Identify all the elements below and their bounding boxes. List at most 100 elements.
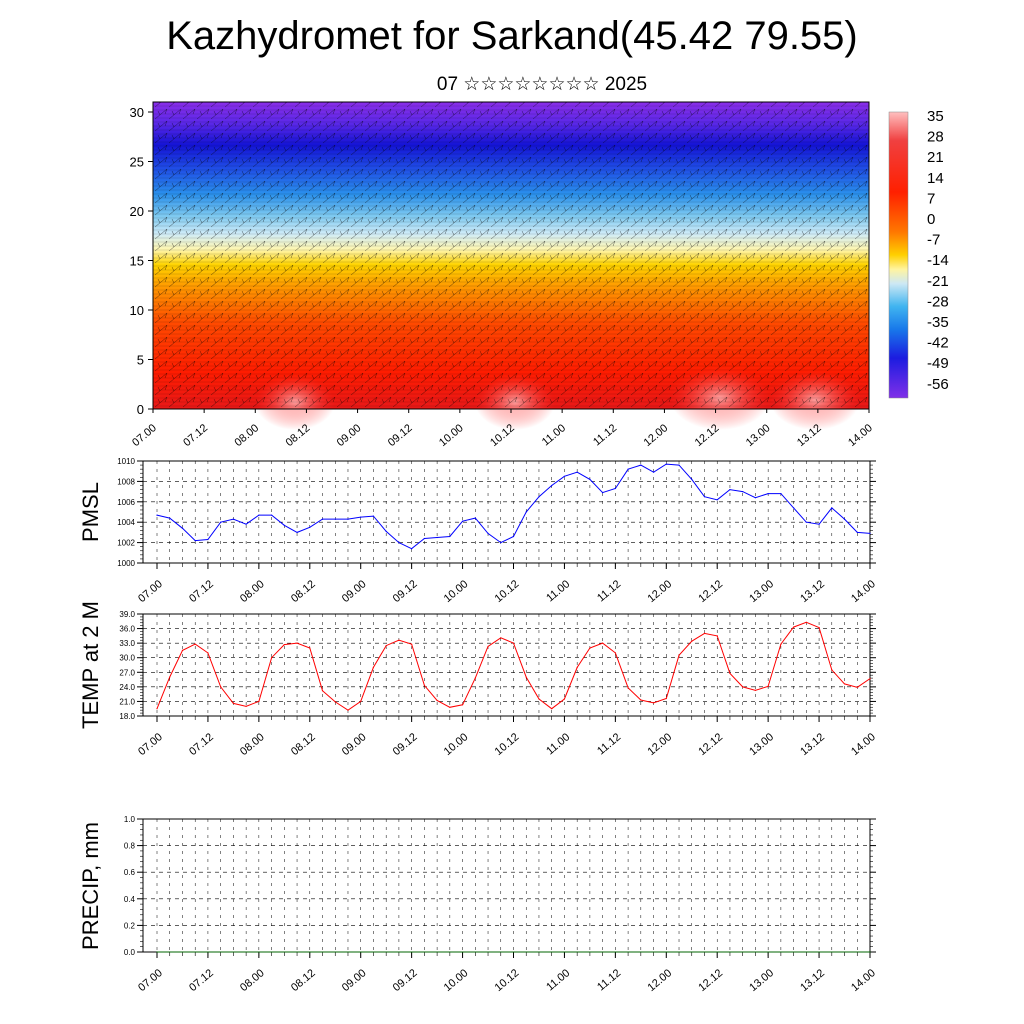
- x-tick-label: 07.00: [136, 731, 165, 758]
- data-point: [232, 518, 234, 520]
- x-tick-label: 14.00: [846, 422, 875, 449]
- x-tick-label: 09.00: [340, 731, 369, 758]
- data-point: [512, 535, 515, 538]
- data-point: [614, 487, 617, 490]
- data-point: [398, 542, 400, 544]
- data-point: [321, 518, 324, 520]
- data-point: [602, 492, 604, 494]
- data-point: [793, 626, 795, 628]
- temp-panel: TEMP at 2 M 18.0 21.0 24.0 27.0 30.0 33.0 36.0…: [78, 601, 878, 758]
- x-tick-label: 08.00: [238, 578, 267, 605]
- data-point: [296, 531, 298, 534]
- colorbar-labels: 35 28 21 14 7 0 -7 -14 -21 -28 -35 -42 -49 -56: [927, 108, 949, 393]
- data-point: [767, 685, 769, 688]
- data-point: [703, 496, 706, 498]
- data-point: [754, 497, 757, 499]
- x-tick-label: 07.12: [181, 422, 210, 449]
- colorbar-label: -49: [927, 355, 949, 372]
- data-point: [729, 489, 731, 491]
- y-tick-label: 1000: [117, 559, 135, 568]
- data-point: [271, 657, 273, 659]
- x-tick-label: 10.00: [442, 731, 471, 758]
- x-tick-label: 07.12: [187, 967, 216, 994]
- plot-frame: [142, 818, 871, 953]
- x-tick-label: 11.12: [591, 422, 619, 448]
- plot-frame: [142, 460, 871, 564]
- colorbar-label: 7: [927, 190, 935, 207]
- data-point: [283, 524, 285, 526]
- x-tick-label: 10.12: [493, 731, 522, 758]
- y-tick-label: 20: [130, 204, 144, 219]
- data-point: [321, 690, 324, 692]
- data-point: [818, 627, 820, 629]
- y-tick-label: 0.4: [124, 895, 136, 904]
- x-tick-label: 13.00: [744, 422, 773, 449]
- colorbar-label: -7: [927, 232, 940, 249]
- data-point: [729, 672, 731, 674]
- x-tick-label: 08.00: [232, 422, 261, 449]
- x-tick-label: 10.00: [437, 422, 466, 449]
- data-point: [831, 669, 833, 671]
- x-tick-label: 11.00: [540, 422, 568, 448]
- data-point: [487, 532, 489, 535]
- x-tick-label: 11.00: [544, 578, 572, 604]
- data-point: [563, 698, 566, 700]
- data-point: [551, 708, 553, 710]
- colorbar-label: 21: [927, 149, 944, 166]
- page-title: Kazhydromet for Sarkand(45.42 79.55): [166, 14, 858, 58]
- data-point: [538, 496, 540, 498]
- data-point: [563, 475, 566, 477]
- y-tick-label: 1004: [117, 518, 135, 527]
- x-tick-label: 11.12: [595, 967, 623, 993]
- data-point: [843, 683, 846, 685]
- y-tick-label: 0.2: [124, 921, 136, 930]
- x-tick-label: 07.00: [136, 967, 165, 994]
- y-tick-label: 1.0: [124, 815, 136, 824]
- x-tick-label: 07.00: [136, 578, 165, 605]
- data-point: [640, 699, 642, 701]
- data-point: [181, 527, 184, 529]
- x-tick-label: 12.00: [645, 578, 674, 605]
- y-tick-label: 25: [130, 155, 144, 170]
- x-tick-label: 07.12: [187, 731, 216, 758]
- temp-plot: 18.0 21.0 24.0 27.0 30.0 33.0 36.0 39.0 07.00 07.…: [119, 610, 878, 758]
- y-tick-label: 1006: [117, 498, 135, 507]
- data-point: [602, 642, 604, 644]
- x-tick-label: 14.00: [849, 967, 878, 994]
- x-tick-label: 13.12: [798, 967, 827, 994]
- data-point: [156, 708, 158, 710]
- precip-panel: PRECIP, mm 0.00.20.40.60.81.007.00 07.12 0…: [78, 815, 878, 994]
- data-point: [169, 676, 171, 678]
- data-point: [627, 468, 629, 470]
- data-point: [347, 709, 349, 711]
- x-tick-label: 09.12: [391, 967, 420, 994]
- x-tick-label: 13.00: [747, 578, 776, 605]
- data-point: [385, 645, 387, 647]
- data-point: [716, 499, 718, 501]
- x-tick-label: 12.12: [696, 967, 725, 994]
- data-point: [283, 644, 285, 646]
- data-point: [691, 478, 693, 480]
- data-point: [207, 538, 209, 541]
- y-tick-label: 27.0: [119, 668, 135, 677]
- data-point: [258, 514, 260, 516]
- x-tick-label: 09.12: [391, 578, 420, 605]
- colorbar-label: -14: [927, 252, 949, 269]
- data-point: [653, 702, 655, 704]
- data-point: [831, 507, 833, 509]
- x-tick-label: 08.12: [289, 578, 318, 605]
- data-point: [271, 514, 273, 516]
- data-point: [462, 704, 464, 706]
- data-point: [538, 698, 540, 700]
- data-point: [360, 516, 362, 518]
- data-point: [309, 647, 311, 649]
- data-point: [220, 521, 222, 523]
- data-point: [398, 639, 400, 641]
- x-tick-label: 12.00: [645, 967, 674, 994]
- y-tick-label: 0: [137, 402, 144, 417]
- y-tick-label: 1008: [117, 477, 135, 486]
- data-point: [780, 643, 782, 645]
- data-point: [500, 542, 502, 544]
- x-tick-label: 14.00: [849, 578, 878, 605]
